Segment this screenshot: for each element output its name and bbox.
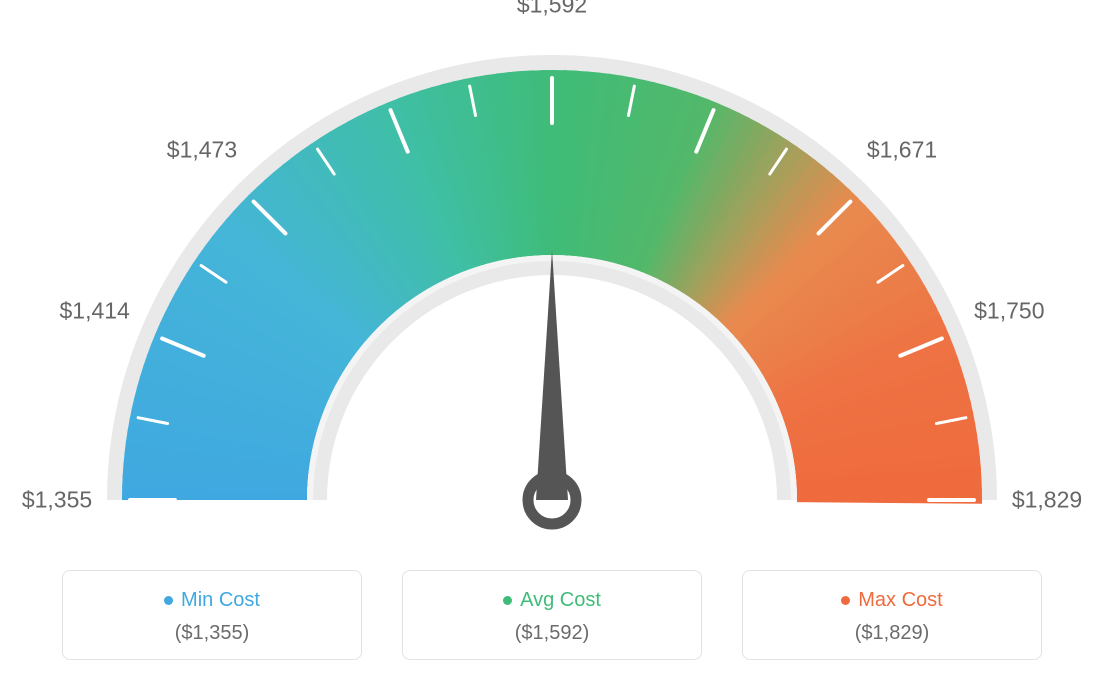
legend-title-wrap: Avg Cost xyxy=(413,589,691,612)
legend-card-max: Max Cost ($1,829) xyxy=(742,570,1042,660)
legend-row: Min Cost ($1,355) Avg Cost ($1,592) Max … xyxy=(0,570,1104,660)
legend-value: ($1,355) xyxy=(73,622,351,645)
legend-title: Max Cost xyxy=(858,589,942,612)
legend-value: ($1,592) xyxy=(413,622,691,645)
gauge-tick-label: $1,355 xyxy=(22,487,92,514)
gauge-tick-label: $1,750 xyxy=(974,297,1044,324)
gauge-tick-label: $1,592 xyxy=(517,0,587,19)
legend-title-wrap: Max Cost xyxy=(753,589,1031,612)
legend-title: Min Cost xyxy=(181,589,260,612)
gauge-tick-label: $1,473 xyxy=(167,136,237,163)
gauge-tick-label: $1,829 xyxy=(1012,487,1082,514)
dot-icon xyxy=(503,596,512,605)
dot-icon xyxy=(841,596,850,605)
dot-icon xyxy=(164,596,173,605)
legend-value: ($1,829) xyxy=(753,622,1031,645)
chart-container: $1,355 $1,414 $1,473 $1,592 $1,671 $1,750 $1,8… xyxy=(0,0,1104,690)
legend-title: Avg Cost xyxy=(520,589,601,612)
legend-card-min: Min Cost ($1,355) xyxy=(62,570,362,660)
gauge-tick-label: $1,671 xyxy=(867,136,937,163)
gauge-tick-label: $1,414 xyxy=(59,297,129,324)
gauge-svg xyxy=(0,0,1104,560)
legend-title-wrap: Min Cost xyxy=(73,589,351,612)
legend-card-avg: Avg Cost ($1,592) xyxy=(402,570,702,660)
gauge-area: $1,355 $1,414 $1,473 $1,592 $1,671 $1,750 $1,8… xyxy=(0,0,1104,560)
